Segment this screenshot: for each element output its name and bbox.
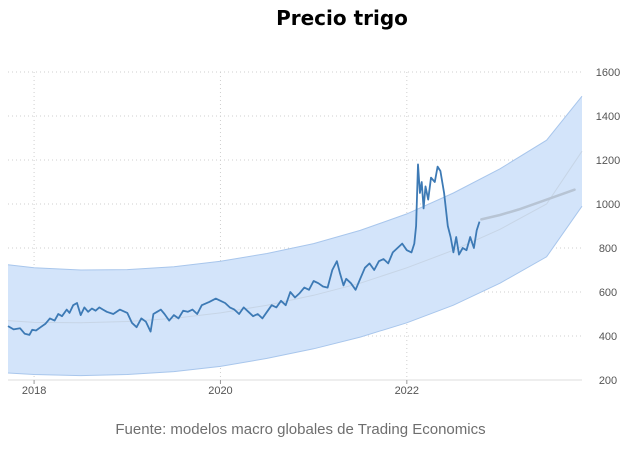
y-tick-label: 1000 (596, 199, 620, 211)
price-line (7, 163, 481, 336)
band-area (8, 96, 582, 376)
forecast-line (480, 188, 576, 221)
source-note: Fuente: modelos macro globales de Tradin… (115, 421, 486, 438)
y-tick-label: 400 (599, 331, 617, 343)
x-tick-label: 2020 (208, 385, 232, 397)
y-tick-label: 1200 (596, 155, 620, 167)
x-tick-label: 2022 (395, 385, 419, 397)
y-tick-label: 1400 (596, 111, 620, 123)
series (7, 163, 576, 336)
y-tick-label: 200 (599, 375, 617, 387)
band-upper-edge (7, 95, 583, 271)
y-tick-label: 600 (599, 287, 617, 299)
trend-line-path (7, 150, 583, 324)
band-lower-edge (7, 205, 583, 377)
y-tick-label: 800 (599, 243, 617, 255)
chart-title: Precio trigo (276, 6, 408, 30)
y-tick-label: 1600 (596, 67, 620, 79)
trend-line (7, 150, 583, 324)
x-tick-label: 2018 (22, 385, 46, 397)
forecast-band (7, 95, 583, 377)
axes: 200 400 600 800 1000 1200 1400 1600 2018 2020 2022 (8, 67, 620, 397)
